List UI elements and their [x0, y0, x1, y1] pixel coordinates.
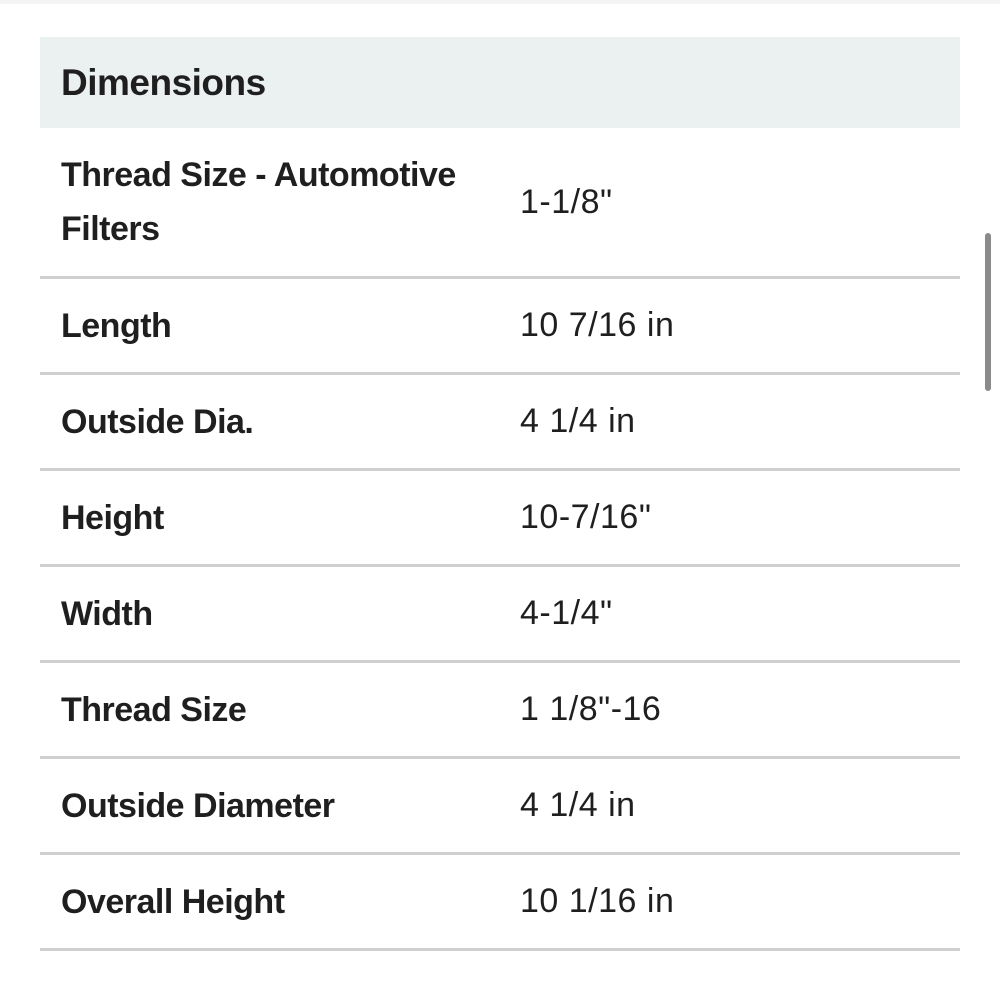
row-value: 4-1/4": [520, 594, 613, 632]
row-label: Outside Diameter: [61, 786, 335, 825]
table-row: Width 4-1/4": [40, 567, 960, 663]
table-row: Thread Size 1 1/8"-16: [40, 663, 960, 759]
row-value: 10-7/16": [520, 498, 652, 536]
row-value: 1-1/8": [520, 182, 613, 221]
row-value: 10 7/16 in: [520, 306, 675, 344]
scrollbar[interactable]: [985, 233, 991, 391]
row-value: 10 1/16 in: [520, 882, 675, 920]
table-row: Height 10-7/16": [40, 471, 960, 567]
table-row: Overall Height 10 1/16 in: [40, 855, 960, 951]
row-label: Thread Size - Automotive Filters: [61, 156, 456, 248]
table-row: Outside Dia. 4 1/4 in: [40, 375, 960, 471]
row-value: 4 1/4 in: [520, 786, 636, 824]
top-divider: [0, 0, 1000, 4]
row-value: 1 1/8"-16: [520, 690, 662, 728]
table-row: Length 10 7/16 in: [40, 279, 960, 375]
row-label: Height: [61, 498, 164, 537]
table-row: Thread Size - Automotive Filters 1-1/8": [40, 128, 960, 279]
row-label: Width: [61, 594, 153, 633]
row-label: Length: [61, 306, 172, 345]
row-label: Outside Dia.: [61, 402, 254, 441]
row-label: Thread Size: [61, 690, 247, 729]
dimensions-table: Dimensions Thread Size - Automotive Filt…: [40, 37, 960, 951]
section-title: Dimensions: [61, 61, 266, 103]
section-header: Dimensions: [40, 37, 960, 128]
row-value: 4 1/4 in: [520, 402, 636, 440]
table-row: Outside Diameter 4 1/4 in: [40, 759, 960, 855]
row-label: Overall Height: [61, 882, 285, 921]
